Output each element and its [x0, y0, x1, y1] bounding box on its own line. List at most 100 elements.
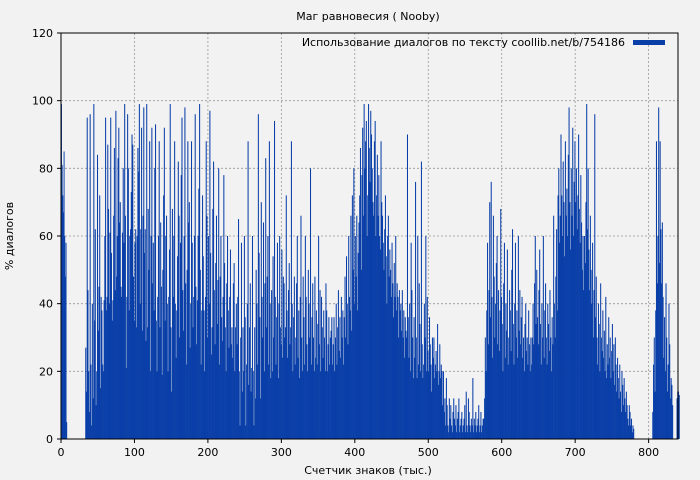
bar [91, 425, 93, 439]
bar [443, 411, 445, 439]
bar [570, 249, 572, 439]
bar [592, 242, 594, 439]
bar [166, 303, 168, 439]
bar [256, 303, 258, 439]
bar [154, 168, 156, 440]
bar [141, 127, 143, 439]
bar [484, 337, 486, 439]
bar [226, 283, 228, 439]
bar [88, 411, 90, 439]
bar [401, 290, 403, 439]
bar [144, 229, 146, 439]
bar [625, 411, 627, 439]
bar [585, 202, 587, 439]
bar [490, 181, 492, 439]
y-tick-label: 20 [39, 365, 53, 378]
bar [296, 236, 298, 439]
bar [598, 323, 600, 439]
bar [554, 337, 556, 439]
bar [321, 327, 323, 439]
bar [620, 411, 622, 439]
bar [393, 263, 395, 439]
bar [611, 323, 613, 439]
bar [515, 337, 517, 439]
bar [633, 428, 635, 439]
bar [362, 127, 364, 439]
bar [235, 327, 237, 439]
bar [523, 337, 525, 439]
bar [537, 344, 539, 439]
bar [564, 141, 566, 439]
bar [348, 236, 350, 439]
bar [113, 215, 115, 439]
bar [144, 252, 146, 439]
bar [428, 317, 431, 439]
bar [423, 303, 425, 439]
bar [671, 384, 673, 439]
bar [349, 310, 351, 439]
bar [202, 256, 204, 439]
bar [291, 303, 293, 439]
bar [320, 371, 322, 439]
bar [449, 418, 451, 439]
bar [188, 202, 190, 439]
bar [624, 398, 626, 439]
bars [61, 104, 680, 440]
bar [184, 107, 186, 439]
bar [257, 364, 259, 439]
bar [300, 215, 302, 439]
bar [500, 208, 502, 439]
x-tick-label: 200 [197, 446, 218, 459]
bar [151, 127, 153, 439]
bar [278, 303, 280, 439]
bar [388, 276, 390, 439]
bar [180, 175, 182, 439]
bar [478, 432, 480, 439]
bar [176, 310, 178, 439]
bar [212, 208, 214, 439]
bar [268, 141, 270, 439]
bar [277, 378, 279, 439]
bar [661, 283, 663, 439]
bar [622, 384, 624, 439]
bar [85, 391, 88, 439]
bar [195, 286, 197, 439]
bar [240, 242, 242, 439]
bar [228, 347, 230, 439]
bar [512, 323, 514, 439]
bar [241, 391, 243, 439]
bar [672, 405, 674, 439]
bar [602, 310, 604, 439]
bar [283, 283, 285, 439]
bar [168, 249, 171, 439]
bar [253, 425, 255, 439]
bar [459, 432, 461, 439]
bar [167, 371, 169, 439]
bar [528, 344, 530, 439]
bar [594, 114, 596, 439]
bar [567, 154, 569, 440]
bar [483, 418, 485, 439]
bar [263, 371, 265, 439]
bar [383, 269, 385, 439]
bar [86, 117, 88, 439]
bar [196, 344, 198, 439]
bar [485, 371, 487, 439]
bar [439, 344, 441, 439]
bar [216, 323, 218, 439]
bar [426, 296, 428, 439]
bar [301, 371, 303, 439]
bar [289, 344, 291, 439]
bar [609, 337, 611, 439]
bar [385, 256, 387, 439]
bar [249, 327, 251, 439]
bar [331, 317, 333, 439]
bar [339, 317, 341, 439]
bar [550, 337, 552, 439]
bar [409, 371, 411, 439]
bar [395, 310, 397, 439]
legend: Использование диалогов по тексту coollib… [302, 36, 665, 49]
y-ticks: 0 20 40 60 80 100 120 [32, 27, 61, 446]
bar [370, 110, 372, 440]
bar [157, 236, 159, 439]
